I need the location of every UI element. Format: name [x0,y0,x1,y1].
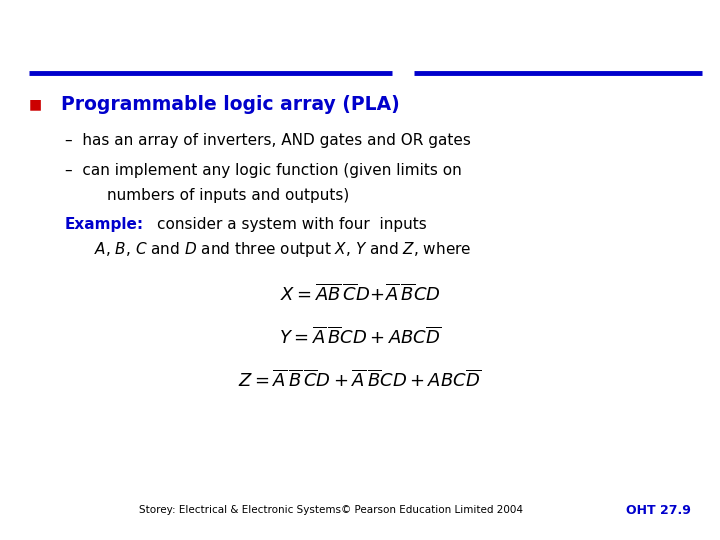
Text: consider a system with four  inputs: consider a system with four inputs [157,217,427,232]
Text: Example:: Example: [65,217,144,232]
Text: numbers of inputs and outputs): numbers of inputs and outputs) [107,188,348,203]
Text: $Y = \overline{A}\,\overline{B}CD + ABC\overline{D}$: $Y = \overline{A}\,\overline{B}CD + ABC\… [279,327,441,348]
Text: $A$, $B$, $C$ and $D$ and three output $X$, $Y$ and $Z$, where: $A$, $B$, $C$ and $D$ and three output $… [94,240,471,259]
Text: $Z = \overline{A}\,\overline{B}\,\overline{C}D + \overline{A}\,\overline{B}CD + : $Z = \overline{A}\,\overline{B}\,\overli… [238,370,482,392]
Text: Programmable logic array (PLA): Programmable logic array (PLA) [61,95,400,114]
Text: OHT 27.9: OHT 27.9 [626,504,691,517]
Text: ■: ■ [29,98,42,112]
Text: $X = \overline{AB}\,\overline{C}D\!+\!\overline{A}\,\overline{B}CD$: $X = \overline{AB}\,\overline{C}D\!+\!\o… [279,284,441,305]
Text: Storey: Electrical & Electronic Systems© Pearson Education Limited 2004: Storey: Electrical & Electronic Systems©… [139,505,523,515]
Text: –  has an array of inverters, AND gates and OR gates: – has an array of inverters, AND gates a… [65,133,471,148]
Text: –  can implement any logic function (given limits on: – can implement any logic function (give… [65,163,462,178]
